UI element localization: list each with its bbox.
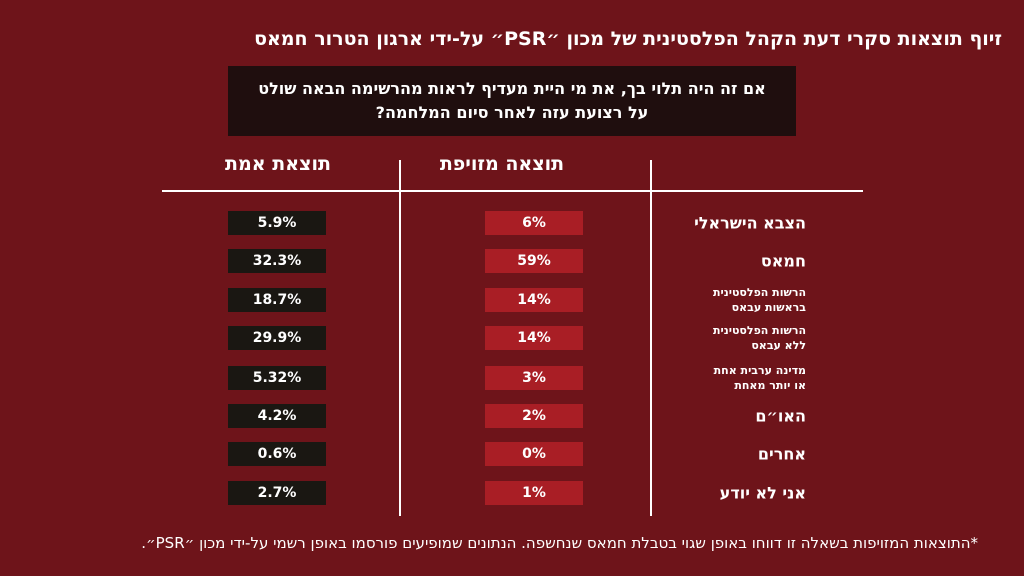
fake-result-cell: 3% bbox=[485, 366, 583, 390]
question-box: אם זה היה תלוי בך, את מי היית מעדיף לראו… bbox=[228, 66, 796, 136]
real-result-cell: 2.7% bbox=[228, 481, 326, 505]
fake-result-cell: 0% bbox=[485, 442, 583, 466]
fake-result-cell: 14% bbox=[485, 288, 583, 312]
column-header-fake: תוצאה מזויפת bbox=[439, 153, 565, 175]
category-label-line: ללא עבאס bbox=[751, 339, 806, 352]
real-result-cell: 32.3% bbox=[228, 249, 326, 273]
real-result-cell: 5.9% bbox=[228, 211, 326, 235]
real-result-cell: 4.2% bbox=[228, 404, 326, 428]
category-label: חמאס bbox=[760, 251, 806, 271]
real-result-cell: 0.6% bbox=[228, 442, 326, 466]
category-label-line: או יותר מאחת bbox=[734, 379, 806, 392]
table-row: 32.3% 59% חמאס bbox=[0, 249, 1024, 273]
table-row: 5.32% 3% מדינה ערבית אחת או יותר מאחת bbox=[0, 363, 1024, 393]
category-label: מדינה ערבית אחת או יותר מאחת bbox=[714, 363, 806, 393]
category-label-line: הצבא הישראלי bbox=[694, 213, 806, 233]
fake-result-cell: 1% bbox=[485, 481, 583, 505]
category-label: אני לא יודע bbox=[719, 483, 806, 503]
page-title: זיוף תוצאות סקרי דעת הקהל הפלסטינית של מ… bbox=[254, 28, 1002, 50]
column-header-real: תוצאת אמת bbox=[225, 153, 331, 175]
real-result-cell: 29.9% bbox=[228, 326, 326, 350]
real-result-cell: 18.7% bbox=[228, 288, 326, 312]
column-divider-right bbox=[650, 160, 652, 516]
category-label: אחרים bbox=[757, 444, 806, 464]
category-label-line: מדינה ערבית אחת bbox=[713, 364, 806, 377]
table-row: 29.9% 14% הרשות הפלסטינית ללא עבאס bbox=[0, 323, 1024, 353]
table-row: 4.2% 2% האו״ם bbox=[0, 404, 1024, 428]
category-label: הרשות הפלסטינית בראשות עבאס bbox=[713, 285, 806, 315]
category-label-line: בראשות עבאס bbox=[731, 301, 806, 314]
fake-result-cell: 14% bbox=[485, 326, 583, 350]
category-label: האו״ם bbox=[755, 406, 806, 426]
category-label: הרשות הפלסטינית ללא עבאס bbox=[713, 323, 806, 353]
category-label-line: הרשות הפלסטינית bbox=[712, 286, 806, 299]
category-label-line: הרשות הפלסטינית bbox=[712, 324, 806, 337]
table-row: 2.7% 1% אני לא יודע bbox=[0, 481, 1024, 505]
table-row: 0.6% 0% אחרים bbox=[0, 442, 1024, 466]
real-result-cell: 5.32% bbox=[228, 366, 326, 390]
footnote: *התוצאות המזויפות בשאלה זו דווחו באופן ש… bbox=[141, 534, 978, 552]
category-label-line: אני לא יודע bbox=[719, 483, 806, 503]
category-label: הצבא הישראלי bbox=[694, 213, 806, 233]
fake-result-cell: 2% bbox=[485, 404, 583, 428]
category-label-line: חמאס bbox=[760, 251, 806, 271]
question-text: אם זה היה תלוי בך, את מי היית מעדיף לראו… bbox=[258, 79, 766, 122]
table-row: 5.9% 6% הצבא הישראלי bbox=[0, 211, 1024, 235]
category-label-line: אחרים bbox=[757, 444, 806, 464]
fake-result-cell: 6% bbox=[485, 211, 583, 235]
fake-result-cell: 59% bbox=[485, 249, 583, 273]
header-divider bbox=[162, 190, 863, 192]
column-divider-left bbox=[399, 160, 401, 516]
category-label-line: האו״ם bbox=[755, 406, 806, 426]
table-row: 18.7% 14% הרשות הפלסטינית בראשות עבאס bbox=[0, 285, 1024, 315]
